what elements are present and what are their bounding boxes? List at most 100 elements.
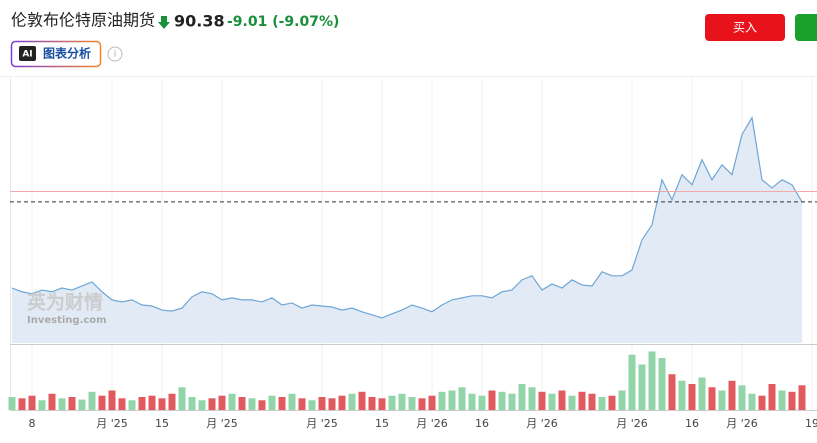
buy-label: 买入 — [733, 21, 757, 35]
x-tick-label: 16 — [685, 417, 699, 430]
volume-bar — [109, 391, 116, 411]
x-tick-label: 月 '25 — [206, 417, 238, 430]
volume-bar — [119, 398, 126, 410]
volume-bar — [189, 397, 196, 410]
volume-bar — [799, 385, 806, 410]
volume-bar — [19, 398, 26, 410]
volume-bar — [399, 394, 406, 410]
volume-bar — [459, 387, 466, 410]
volume-bar — [469, 394, 476, 410]
volume-bar — [229, 394, 236, 410]
volume-bar — [289, 394, 296, 410]
volume-bar — [69, 397, 76, 410]
volume-bar — [299, 398, 306, 410]
volume-bar — [609, 396, 616, 410]
x-tick-label: 月 '26 — [416, 417, 448, 430]
volume-bar — [369, 397, 376, 410]
x-tick-label: 月 '26 — [616, 417, 648, 430]
ai-icon: AI — [22, 50, 32, 60]
volume-bar — [539, 392, 546, 410]
watermark-en: Investing.com — [27, 315, 107, 326]
volume-bar — [699, 378, 706, 411]
volume-bar — [319, 397, 326, 410]
volume-bar — [599, 397, 606, 410]
volume-bar — [739, 385, 746, 410]
price: 90.38 — [174, 12, 225, 31]
volume-bar — [59, 398, 66, 410]
volume-bar — [259, 400, 266, 410]
volume-bar — [169, 394, 176, 410]
volume-bar — [759, 396, 766, 410]
volume-bar — [559, 391, 566, 411]
x-tick-label: 月 '26 — [726, 417, 758, 430]
volume-bar — [329, 398, 336, 410]
volume-bar — [429, 396, 436, 410]
volume-bar — [149, 396, 156, 410]
volume-bar — [789, 392, 796, 410]
info-i: i — [114, 50, 117, 60]
volume-bar — [679, 381, 686, 410]
volume-bar — [39, 400, 46, 410]
title: 伦敦布伦特原油期货 — [11, 11, 155, 30]
volume-bar — [709, 387, 716, 410]
sell-button[interactable] — [795, 14, 817, 41]
watermark-cn: 英为财情 — [27, 291, 103, 314]
x-tick-label: 16 — [475, 417, 489, 430]
x-tick-label: 19 — [805, 417, 817, 430]
x-tick-label: 8 — [29, 417, 36, 430]
x-tick-label: 15 — [155, 417, 169, 430]
volume-bar — [439, 392, 446, 410]
volume-bar — [269, 396, 276, 410]
volume-bar — [689, 384, 696, 410]
volume-bar — [579, 392, 586, 410]
volume-bar — [379, 398, 386, 410]
volume-bar — [49, 394, 56, 410]
volume-bar — [769, 384, 776, 410]
volume-bar — [449, 391, 456, 411]
x-tick-label: 月 '26 — [526, 417, 558, 430]
volume-bar — [179, 387, 186, 410]
volume-bar — [389, 396, 396, 410]
volume-bar — [219, 396, 226, 410]
volume-bar — [659, 358, 666, 410]
volume-bar — [669, 374, 676, 410]
volume-bar — [529, 387, 536, 410]
volume-bar — [139, 397, 146, 410]
volume-bar — [629, 355, 636, 410]
x-tick-label: 月 '25 — [306, 417, 338, 430]
volume-bar — [549, 394, 556, 410]
volume-bar — [729, 381, 736, 410]
volume-bar — [29, 396, 36, 410]
volume-bar — [239, 397, 246, 410]
volume-bar — [309, 400, 316, 410]
volume-bar — [209, 398, 216, 410]
x-tick-label: 15 — [375, 417, 389, 430]
volume-bar — [79, 400, 86, 410]
volume-bar — [719, 391, 726, 411]
volume-bar — [279, 397, 286, 410]
volume-bar — [509, 394, 516, 410]
volume-bar — [339, 396, 346, 410]
volume-bar — [749, 394, 756, 410]
volume-bar — [779, 391, 786, 411]
volume-bar — [639, 365, 646, 411]
volume-bar — [519, 384, 526, 410]
volume-bar — [9, 397, 16, 410]
volume-bar — [359, 392, 366, 410]
volume-bar — [619, 391, 626, 411]
volume-bar — [99, 396, 106, 410]
change: -9.01 (-9.07%) — [227, 14, 339, 30]
volume-bar — [479, 396, 486, 410]
volume-bar — [589, 394, 596, 410]
volume-bar — [649, 352, 656, 411]
volume-bar — [569, 396, 576, 410]
volume-bar — [129, 400, 136, 410]
volume-bar — [489, 391, 496, 411]
volume-bar — [349, 394, 356, 410]
volume-bar — [249, 398, 256, 410]
volume-bar — [409, 397, 416, 410]
volume-bar — [159, 398, 166, 410]
x-tick-label: 月 '25 — [96, 417, 128, 430]
volume-bar — [199, 400, 206, 410]
